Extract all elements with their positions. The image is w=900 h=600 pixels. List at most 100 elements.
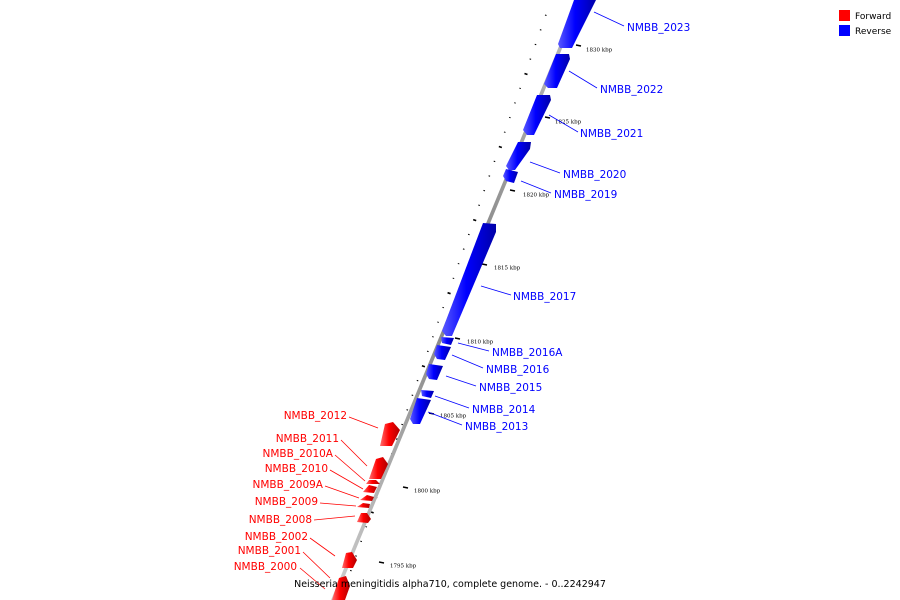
minor-tick bbox=[432, 336, 434, 338]
minor-tick bbox=[539, 29, 542, 31]
gene-label-nmbb-2002[interactable]: NMBB_2002 bbox=[245, 531, 308, 543]
gene-block-nmbb-2009a[interactable] bbox=[360, 495, 374, 501]
leader-nmbb-2009a bbox=[324, 485, 360, 499]
gene-label-nmbb-2022[interactable]: NMBB_2022 bbox=[600, 84, 663, 96]
gene-block-nmbb-2011[interactable] bbox=[369, 457, 388, 479]
gene-block-nmbb-2001-2000[interactable] bbox=[332, 576, 350, 600]
genome-caption: Neisseria meningitidis alpha710, complet… bbox=[294, 579, 606, 590]
leader-nmbb-2016a bbox=[457, 342, 490, 352]
minor-tick bbox=[498, 145, 503, 149]
minor-tick bbox=[544, 14, 547, 16]
tick-mark-1825 bbox=[544, 116, 551, 119]
minor-tick bbox=[349, 569, 352, 572]
legend: Forward Reverse bbox=[839, 10, 892, 37]
gene-block-nmbb-2002[interactable] bbox=[342, 552, 357, 568]
gene-block-nmbb-2008[interactable] bbox=[357, 513, 371, 523]
leader-nmbb-2017 bbox=[480, 285, 512, 296]
tick-label-1820: 1820 kbp bbox=[523, 193, 550, 199]
gene-label-nmbb-2017[interactable]: NMBB_2017 bbox=[513, 291, 576, 303]
minor-tick bbox=[426, 350, 429, 353]
reverse-genes bbox=[410, 0, 596, 424]
minor-tick bbox=[447, 291, 451, 295]
gene-label-nmbb-2010[interactable]: NMBB_2010 bbox=[265, 463, 328, 475]
tick-label-1795: 1795 kbp bbox=[390, 564, 417, 570]
leader-nmbb-2022 bbox=[568, 70, 598, 89]
gene-label-nmbb-2021[interactable]: NMBB_2021 bbox=[580, 128, 643, 140]
gene-label-nmbb-2010a[interactable]: NMBB_2010A bbox=[263, 448, 334, 460]
leader-nmbb-2019 bbox=[520, 180, 552, 194]
leader-nmbb-2013 bbox=[427, 411, 463, 426]
minor-tick bbox=[360, 540, 363, 543]
gene-block-nmbb-2014[interactable] bbox=[421, 390, 434, 398]
gene-label-nmbb-2009[interactable]: NMBB_2009 bbox=[255, 496, 318, 508]
minor-tick bbox=[365, 526, 368, 528]
tick-mark-1820 bbox=[509, 189, 516, 192]
gene-label-nmbb-2016a[interactable]: NMBB_2016A bbox=[492, 347, 563, 359]
leader-nmbb-2001 bbox=[302, 551, 331, 579]
leader-nmbb-2002 bbox=[309, 537, 336, 557]
gene-label-nmbb-2000[interactable]: NMBB_2000 bbox=[234, 561, 297, 573]
minor-tick bbox=[411, 394, 414, 396]
minor-tick bbox=[355, 555, 357, 557]
gene-block-nmbb-2013[interactable] bbox=[410, 398, 431, 424]
leader-nmbb-2008 bbox=[313, 515, 356, 521]
legend-swatch-reverse bbox=[839, 25, 850, 36]
gene-label-nmbb-2019[interactable]: NMBB_2019 bbox=[554, 189, 617, 201]
leader-nmbb-2020 bbox=[529, 161, 561, 174]
minor-tick bbox=[437, 321, 439, 323]
tick-mark-1810 bbox=[454, 337, 461, 340]
legend-label-reverse: Reverse bbox=[855, 27, 892, 37]
tick-label-1815: 1815 kbp bbox=[494, 266, 521, 272]
gene-label-nmbb-2014[interactable]: NMBB_2014 bbox=[472, 404, 536, 416]
gene-block-nmbb-2016[interactable] bbox=[434, 345, 451, 360]
minor-tick bbox=[488, 175, 491, 177]
minor-tick bbox=[457, 262, 460, 265]
gene-block-nmbb-2016a[interactable] bbox=[441, 337, 454, 345]
minor-tick bbox=[483, 189, 486, 192]
gene-label-nmbb-2016[interactable]: NMBB_2016 bbox=[486, 364, 550, 376]
gene-block-nmbb-2019[interactable] bbox=[503, 169, 518, 183]
reverse-gene-labels: NMBB_2023 NMBB_2022 NMBB_2021 NMBB_2020 … bbox=[427, 11, 690, 433]
minor-tick bbox=[421, 365, 426, 368]
gene-block-nmbb-2009[interactable] bbox=[357, 503, 370, 508]
minor-tick bbox=[406, 409, 409, 411]
tick-label-1825: 1825 kbp bbox=[555, 120, 582, 126]
minor-tick bbox=[508, 116, 511, 119]
leader-nmbb-2000 bbox=[299, 567, 326, 590]
minor-tick bbox=[514, 102, 516, 104]
gene-block-nmbb-2022[interactable] bbox=[544, 54, 570, 88]
gene-label-nmbb-2013[interactable]: NMBB_2013 bbox=[465, 421, 528, 433]
minor-tick bbox=[534, 43, 537, 46]
leader-nmbb-2009 bbox=[319, 502, 357, 507]
minor-tick bbox=[401, 423, 404, 426]
gene-label-nmbb-2020[interactable]: NMBB_2020 bbox=[563, 169, 626, 181]
gene-block-nmbb-2017[interactable] bbox=[442, 223, 496, 336]
gene-label-nmbb-2023[interactable]: NMBB_2023 bbox=[627, 22, 690, 34]
gene-block-nmbb-2010[interactable] bbox=[363, 485, 377, 493]
gene-block-nmbb-2010a[interactable] bbox=[366, 480, 380, 484]
legend-label-forward: Forward bbox=[855, 12, 891, 22]
minor-tick bbox=[452, 277, 455, 280]
gene-block-nmbb-2012[interactable] bbox=[380, 422, 400, 446]
gene-block-nmbb-2020[interactable] bbox=[506, 142, 531, 170]
gene-label-nmbb-2012[interactable]: NMBB_2012 bbox=[284, 410, 347, 422]
minor-tick bbox=[416, 379, 419, 382]
leader-nmbb-2023 bbox=[593, 11, 625, 27]
legend-swatch-forward bbox=[839, 10, 850, 21]
tick-label-1810: 1810 kbp bbox=[467, 340, 494, 346]
gene-label-nmbb-2011[interactable]: NMBB_2011 bbox=[276, 433, 339, 445]
gene-block-nmbb-2021[interactable] bbox=[523, 95, 551, 135]
tick-label-1800: 1800 kbp bbox=[414, 489, 441, 495]
minor-tick bbox=[529, 58, 532, 60]
gene-label-nmbb-2015[interactable]: NMBB_2015 bbox=[479, 382, 542, 394]
gene-label-nmbb-2008[interactable]: NMBB_2008 bbox=[249, 514, 312, 526]
gene-label-nmbb-2009a[interactable]: NMBB_2009A bbox=[253, 479, 324, 491]
forward-gene-labels: NMBB_2012 NMBB_2011 NMBB_2010A NMBB_2010… bbox=[234, 410, 379, 590]
minor-tick bbox=[493, 160, 496, 163]
gene-label-nmbb-2001[interactable]: NMBB_2001 bbox=[238, 545, 301, 557]
leader-nmbb-2014 bbox=[434, 395, 470, 409]
gene-block-nmbb-2023[interactable] bbox=[558, 0, 596, 48]
tick-mark-1800 bbox=[402, 486, 409, 489]
minor-tick bbox=[462, 248, 465, 250]
gene-block-nmbb-2015[interactable] bbox=[426, 364, 443, 380]
